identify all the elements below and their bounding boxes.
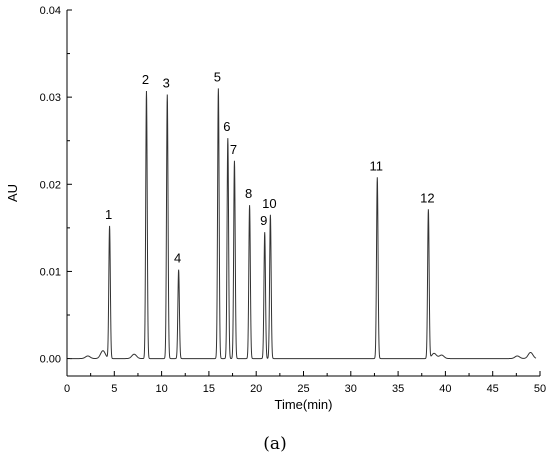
x-tick-label: 50 xyxy=(534,383,546,395)
chromatogram-trace xyxy=(69,88,537,360)
y-tick-label: 0.02 xyxy=(40,179,61,191)
peak-label-1: 1 xyxy=(105,207,112,222)
ticks: 0 5 10 15 20 25 30 35 40 45 500.000.010.020.030.04 xyxy=(40,5,547,395)
x-tick-label: 10 xyxy=(155,383,167,395)
x-tick-label: 40 xyxy=(439,383,451,395)
x-tick-label: 35 xyxy=(392,383,404,395)
chart-svg: 0 5 10 15 20 25 30 35 40 45 500.000.010.020.030.04… xyxy=(5,5,547,412)
peak-label-10: 10 xyxy=(262,196,276,211)
peak-label-11: 11 xyxy=(370,158,384,173)
peak-label-3: 3 xyxy=(163,76,170,91)
peak-label-6: 6 xyxy=(223,119,230,134)
peak-label-5: 5 xyxy=(214,69,221,84)
x-tick-label: 20 xyxy=(250,383,262,395)
y-tick-label: 0.03 xyxy=(40,92,61,104)
peak-label-8: 8 xyxy=(245,186,252,201)
peak-label-12: 12 xyxy=(420,191,434,206)
peak-label-7: 7 xyxy=(230,142,237,157)
x-tick-label: 25 xyxy=(297,383,309,395)
peak-label-9: 9 xyxy=(260,213,267,228)
y-axis-title: AU xyxy=(5,184,20,202)
x-tick-label: 5 xyxy=(111,383,117,395)
x-tick-label: 45 xyxy=(487,383,499,395)
figure-caption: (a) xyxy=(263,434,287,454)
y-tick-label: 0.00 xyxy=(40,354,61,366)
x-tick-label: 30 xyxy=(345,383,357,395)
x-tick-label: 0 xyxy=(64,383,70,395)
peak-label-4: 4 xyxy=(174,251,181,266)
peak-label-2: 2 xyxy=(142,72,149,87)
x-axis-title: Time(min) xyxy=(274,397,332,412)
y-tick-label: 0.01 xyxy=(40,266,61,278)
axes xyxy=(66,10,540,377)
y-tick-label: 0.04 xyxy=(40,5,61,17)
x-tick-label: 15 xyxy=(203,383,215,395)
